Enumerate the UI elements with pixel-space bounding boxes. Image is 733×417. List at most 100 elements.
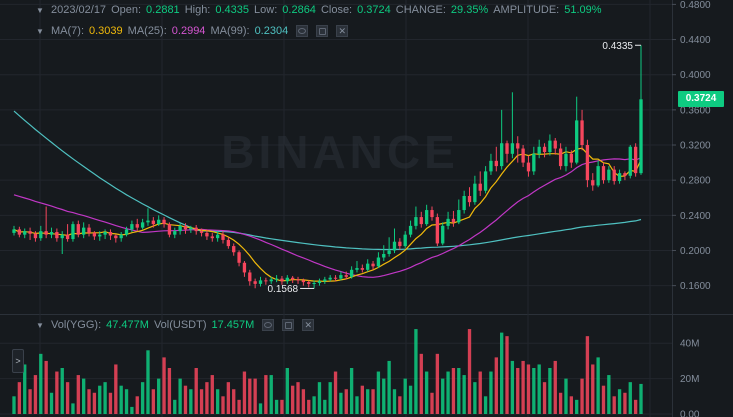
volume-bar [226,382,231,414]
volume-bar [553,360,557,414]
volume-bar [242,371,247,414]
volume-bar [328,382,332,414]
candle-body [633,146,638,174]
volume-bar [215,389,220,414]
volume-bar [317,382,322,414]
candle-body [60,234,64,239]
candle-body [130,224,134,230]
ma-close-icon[interactable]: ✕ [336,25,349,37]
candle-body [483,171,488,191]
volume-bar [371,389,375,414]
volume-bar [628,382,632,414]
volume-bar [564,378,568,414]
candle-body [441,225,445,244]
volume-bar [264,375,268,414]
candle-body [355,268,359,270]
collapse-caret-icon[interactable]: ▼ [36,5,44,15]
change-label: CHANGE: [395,4,446,16]
volume-bar [55,371,59,414]
volume-bar [312,396,316,414]
candle-body [323,279,327,282]
volume-bar [232,389,236,414]
candle-body [612,169,616,182]
candle-body [92,232,97,237]
volume-bar [291,385,295,414]
candle-body [403,234,407,247]
volume-bar [253,378,257,414]
volume-bar [183,385,188,414]
volume-bar [173,399,177,414]
volume-bar [596,357,600,414]
candle-body [526,162,531,172]
candle-body [194,227,198,232]
volume-bar [585,336,590,414]
open-value: 0.2881 [146,4,180,16]
candle-body [553,140,557,149]
price-tick-label: 0.2000 [680,246,711,257]
candle-body [242,262,247,273]
price-tick-label: 0.3200 [680,141,711,152]
candle-body [264,280,268,282]
candle-body [548,140,552,153]
volume-bar [623,392,627,414]
volume-bar [419,353,423,414]
candle-body [237,252,241,263]
volume-bar [591,364,595,414]
volume-bar [548,368,552,414]
price-tick-label: 0.4800 [680,0,711,11]
candle-body [558,148,563,167]
vol-label: Vol(YGG): [51,319,102,331]
candle-body [124,229,129,235]
candle-body [285,277,289,282]
ma7-line [13,147,642,283]
volume-bar [601,385,606,414]
ma-legend: ▼ MA(7): 0.3039 MA(25): 0.2994 MA(99): 0.23… [36,25,349,37]
candle-body [446,218,450,226]
candle-body [301,280,306,283]
volume-bar [205,382,209,414]
volume-bar [542,382,547,414]
ma-settings-icon[interactable] [316,25,329,37]
high-value: 0.4335 [215,4,250,16]
candle-body [467,195,472,203]
vol-usdt-label: Vol(USDT) [153,319,207,331]
candle-body [140,222,145,228]
ma-collapse-caret-icon[interactable]: ▼ [36,26,44,36]
volume-bar [344,389,348,414]
candle-body [199,231,204,233]
candle-body [521,148,525,163]
volume-bar [178,378,182,414]
candle-body [569,153,573,163]
volume-bar [441,378,445,414]
volume-bar [221,396,225,414]
candle-body [274,278,279,280]
volume-bar [516,368,520,414]
vol-settings-icon[interactable] [282,319,295,331]
candle-body [489,160,493,172]
amplitude-label: AMPLITUDE: [493,4,560,16]
volume-bar [307,399,311,414]
volume-bar [60,368,64,414]
candle-body [366,263,370,270]
volume-bar [333,371,338,414]
vol-usdt-value: 17.457M [211,319,255,331]
candle-body [157,219,161,225]
candle-body [500,143,504,167]
vol-close-icon[interactable]: ✕ [302,319,315,331]
candle-body [98,234,102,237]
vol-collapse-caret-icon[interactable]: ▼ [36,320,44,330]
ma-visibility-icon[interactable] [296,25,309,37]
volume-bar [108,392,113,414]
volume-bar [408,385,413,414]
vol-visibility-icon[interactable] [262,319,275,331]
sidebar-expand-button[interactable]: > [12,349,24,373]
volume-bar [39,353,43,414]
volume-bar [12,396,16,414]
ma25-value: 0.2994 [171,25,206,37]
volume-bar [87,389,91,414]
candle-body [178,225,182,232]
volume-bar [510,360,515,414]
moving-averages [13,110,642,283]
